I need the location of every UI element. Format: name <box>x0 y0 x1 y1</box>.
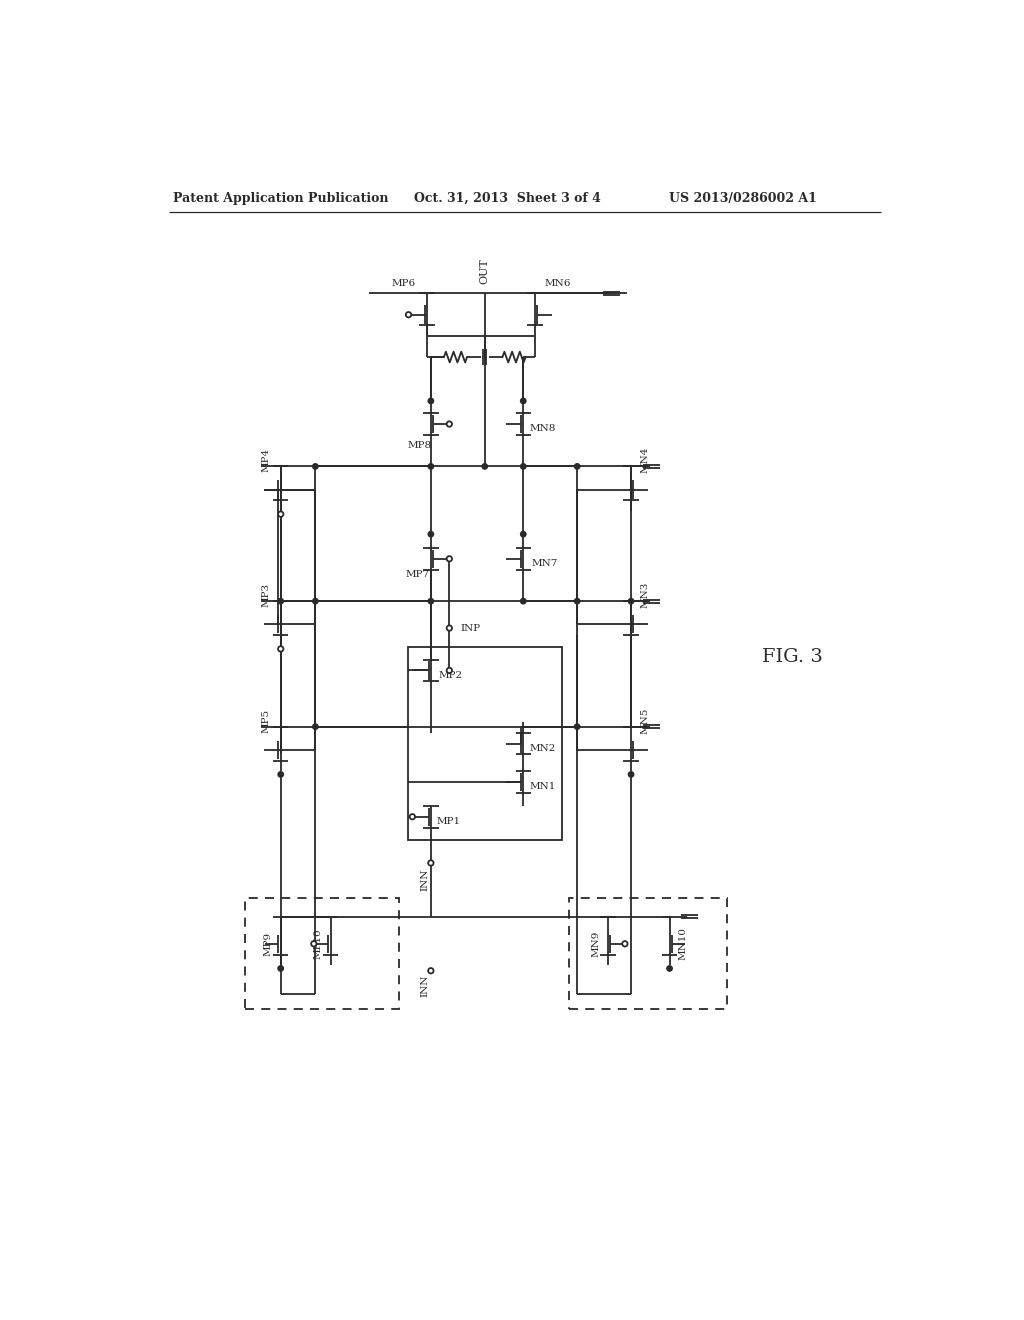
Text: Patent Application Publication: Patent Application Publication <box>173 191 388 205</box>
Circle shape <box>410 814 415 820</box>
Text: OUT: OUT <box>480 259 489 285</box>
Circle shape <box>278 511 284 517</box>
Circle shape <box>312 598 318 603</box>
Text: MP2: MP2 <box>438 671 462 680</box>
Text: US 2013/0286002 A1: US 2013/0286002 A1 <box>669 191 817 205</box>
Text: INP: INP <box>460 623 480 632</box>
Text: MN6: MN6 <box>545 280 571 288</box>
Text: MN4: MN4 <box>640 447 649 474</box>
Text: MP6: MP6 <box>392 280 416 288</box>
Circle shape <box>428 861 433 866</box>
Bar <box>569 898 727 1010</box>
Circle shape <box>574 463 580 469</box>
Circle shape <box>446 421 452 426</box>
Circle shape <box>312 723 318 730</box>
Circle shape <box>428 399 433 404</box>
Circle shape <box>446 668 452 673</box>
Text: MN9: MN9 <box>591 931 600 957</box>
Circle shape <box>428 532 433 537</box>
Circle shape <box>629 598 634 603</box>
Text: MN3: MN3 <box>640 582 649 609</box>
Circle shape <box>520 532 526 537</box>
Text: MN7: MN7 <box>531 558 558 568</box>
Text: MN10: MN10 <box>679 928 688 961</box>
Text: MN5: MN5 <box>640 708 649 734</box>
Circle shape <box>428 463 433 469</box>
Circle shape <box>629 772 634 777</box>
Circle shape <box>520 598 526 603</box>
Text: MP4: MP4 <box>261 449 270 473</box>
Circle shape <box>446 626 452 631</box>
Text: MP3: MP3 <box>261 583 270 607</box>
Circle shape <box>482 463 487 469</box>
Text: FIG. 3: FIG. 3 <box>762 648 823 667</box>
Circle shape <box>623 941 628 946</box>
Text: MP5: MP5 <box>261 709 270 733</box>
Text: MP7: MP7 <box>406 570 430 578</box>
Text: MN1: MN1 <box>529 783 556 791</box>
Circle shape <box>428 968 433 973</box>
Circle shape <box>574 598 580 603</box>
Circle shape <box>446 556 452 561</box>
Text: INN: INN <box>420 975 429 998</box>
Circle shape <box>278 598 284 603</box>
Circle shape <box>278 966 284 972</box>
Circle shape <box>667 966 672 972</box>
Circle shape <box>406 312 412 317</box>
Circle shape <box>278 647 284 652</box>
Text: INN: INN <box>420 869 429 891</box>
Circle shape <box>520 399 526 404</box>
Bar <box>245 898 398 1010</box>
Text: MP1: MP1 <box>436 817 461 826</box>
Circle shape <box>312 463 318 469</box>
Circle shape <box>278 772 284 777</box>
Text: Oct. 31, 2013  Sheet 3 of 4: Oct. 31, 2013 Sheet 3 of 4 <box>415 191 601 205</box>
Circle shape <box>428 598 433 603</box>
Bar <box>408 647 562 840</box>
Text: MP8: MP8 <box>408 441 431 450</box>
Text: MP10: MP10 <box>314 928 323 960</box>
Text: MP9: MP9 <box>263 932 272 956</box>
Text: MN8: MN8 <box>529 424 556 433</box>
Circle shape <box>311 941 316 946</box>
Text: MN2: MN2 <box>529 743 556 752</box>
Circle shape <box>520 463 526 469</box>
Circle shape <box>574 723 580 730</box>
